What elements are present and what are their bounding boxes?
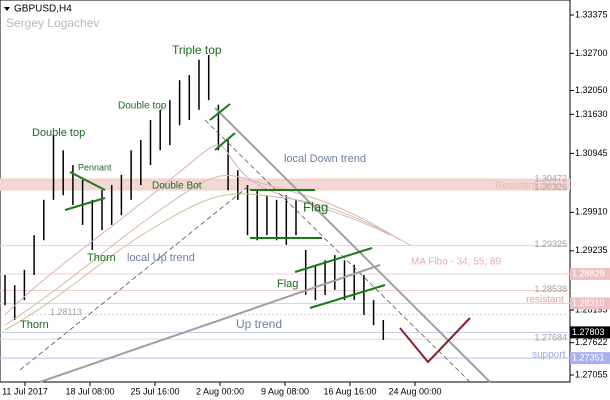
resistant-zone bbox=[0, 178, 570, 191]
projection bbox=[399, 317, 471, 364]
y-tick-label: 1.27622 bbox=[575, 337, 608, 347]
y-tick-label: 1.29910 bbox=[575, 207, 608, 217]
annotation: Triple top bbox=[172, 43, 222, 57]
background-layer: 1.33375 1.32700 1.32050 1.31630 1.30945 1.299… bbox=[0, 9, 608, 379]
level-label: 1.28310 bbox=[572, 298, 605, 308]
level-box bbox=[570, 297, 610, 310]
triple-top-line bbox=[214, 132, 236, 151]
annotation: Up trend bbox=[236, 317, 282, 331]
symbol-icon bbox=[4, 7, 10, 11]
y-tick-label: 1.32700 bbox=[575, 48, 608, 58]
y-tick-label: 1.32050 bbox=[575, 85, 608, 95]
level-label: 1.28829 bbox=[572, 268, 605, 278]
ma-89 bbox=[4, 193, 411, 331]
annotation: Thorn bbox=[87, 252, 116, 264]
level-label: 1.30472 bbox=[534, 174, 567, 184]
up-trend-dashed bbox=[19, 184, 251, 371]
annotation: resistant bbox=[526, 295, 564, 306]
chart-title: GBPUSD,H4 bbox=[14, 4, 72, 15]
annotation: local Up trend bbox=[127, 252, 195, 264]
level-box bbox=[570, 326, 610, 339]
level-label: 1.27684 bbox=[534, 333, 567, 343]
annotation: Pennant bbox=[78, 162, 112, 172]
x-tick-label: 11 Jul 2017 bbox=[2, 386, 48, 396]
annotation: support bbox=[532, 350, 566, 361]
level-label: 1.30326 bbox=[534, 182, 567, 192]
pennant-top bbox=[69, 171, 106, 191]
level-box bbox=[570, 352, 610, 365]
annotation: Double Bot bbox=[152, 181, 202, 192]
down-trend-line bbox=[214, 107, 491, 383]
x-tick-label: 9 Aug 08:00 bbox=[261, 386, 309, 396]
annotation: MA Fibo - 34; 55; 89 bbox=[411, 257, 501, 268]
flag-top bbox=[294, 247, 373, 273]
down-trend-dashed bbox=[204, 119, 471, 383]
x-tick-label: 18 Jul 08:00 bbox=[65, 386, 114, 396]
x-tick-label: 2 Aug 00:00 bbox=[196, 386, 244, 396]
ma-34 bbox=[4, 144, 391, 316]
annotation: Double top bbox=[32, 127, 85, 139]
level-label: 1.28113 bbox=[50, 307, 82, 317]
annotation: Resistant zone bbox=[495, 181, 562, 192]
annotation: Flag bbox=[277, 278, 298, 290]
ma-55 bbox=[4, 174, 401, 326]
y-tick-label: 1.33375 bbox=[575, 9, 608, 19]
annotation: Flag bbox=[303, 199, 328, 214]
level-label: 1.27351 bbox=[572, 353, 605, 363]
annotation: local Down trend bbox=[284, 153, 366, 165]
pattern-lines bbox=[64, 103, 386, 309]
annotation: Double top bbox=[118, 101, 167, 112]
y-tick-label: 1.27055 bbox=[575, 369, 608, 379]
annotation: Thorn bbox=[20, 319, 49, 331]
author: Sergey Logachev bbox=[6, 16, 99, 30]
x-tick-label: 16 Aug 16:00 bbox=[323, 386, 376, 396]
level-box bbox=[570, 267, 610, 280]
x-tick-label: 25 Jul 16:00 bbox=[130, 386, 179, 396]
flag-bottom bbox=[309, 284, 386, 309]
level-label: 1.28538 bbox=[534, 284, 567, 294]
y-tick-label: 1.31630 bbox=[575, 109, 608, 119]
up-trend-line bbox=[39, 264, 381, 383]
triple-top-line bbox=[209, 103, 231, 121]
y-tick-label: 1.30945 bbox=[575, 148, 608, 158]
level-label: 1.27803 bbox=[572, 327, 605, 337]
level-label: 1.29325 bbox=[534, 239, 567, 249]
x-tick-label: 24 Aug 00:00 bbox=[388, 386, 441, 396]
pennant-bottom bbox=[64, 197, 106, 211]
y-tick-label: 1.29235 bbox=[575, 245, 608, 255]
